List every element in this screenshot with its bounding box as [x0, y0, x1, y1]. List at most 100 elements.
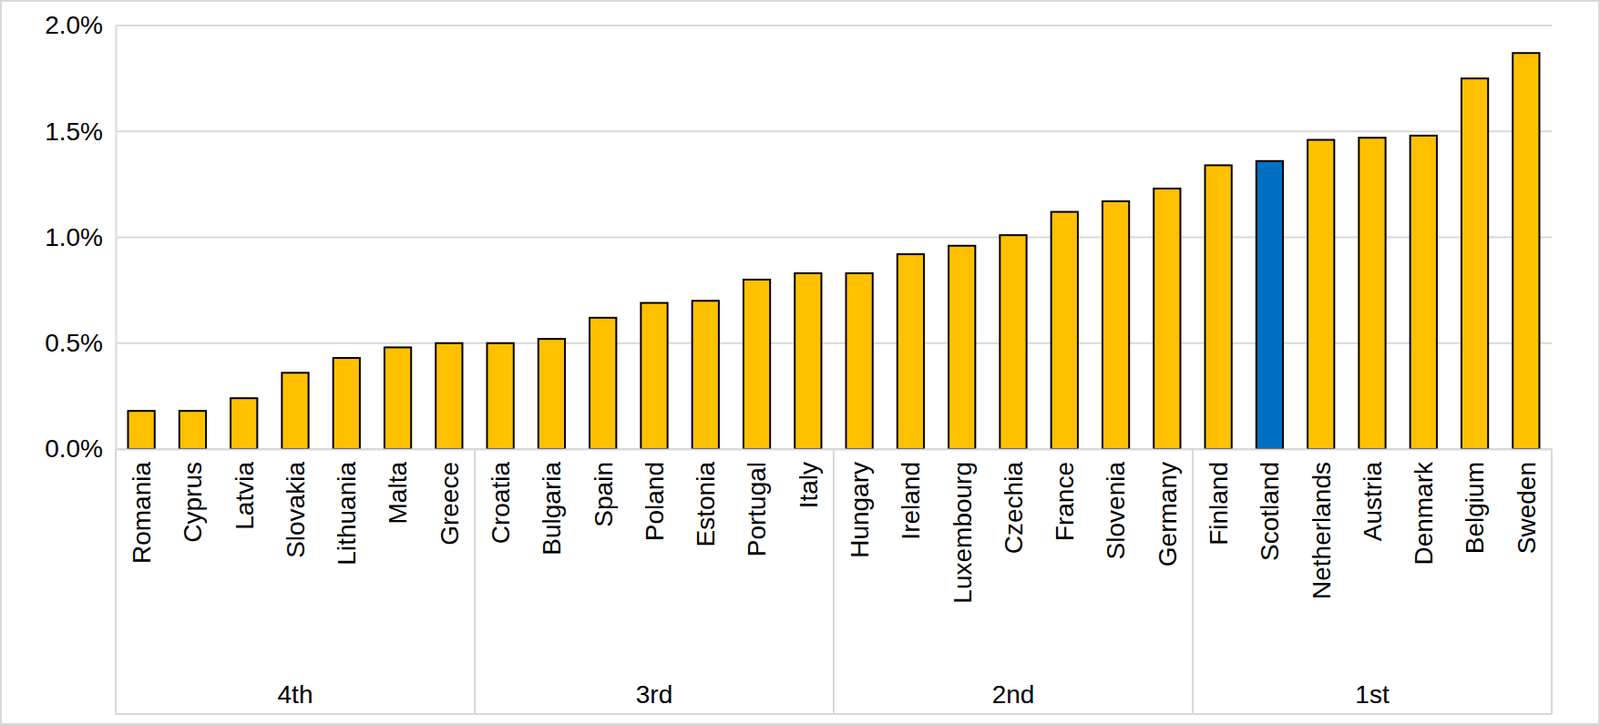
x-tick: Germany: [1153, 461, 1182, 567]
bar: [128, 410, 155, 450]
x-tick-label: Scotland: [1255, 461, 1284, 562]
x-tick: Slovakia: [281, 461, 310, 559]
grid: [115, 25, 1552, 450]
x-tick-label: Czechia: [999, 461, 1028, 555]
x-tick: Lithuania: [332, 461, 361, 566]
bar: [1205, 164, 1232, 450]
x-tick-label: Croatia: [486, 461, 515, 545]
chart-border: [0, 0, 1600, 725]
x-tick-label: Hungary: [845, 461, 874, 559]
y-tick-label: 1.5%: [44, 117, 103, 146]
x-tick: Netherlands: [1307, 461, 1336, 600]
bar: [1051, 212, 1078, 450]
y-tick: 0.5%: [44, 328, 116, 358]
x-tick: Portugal: [742, 461, 771, 557]
x-tick: Poland: [640, 461, 669, 542]
y-tick: 1.5%: [44, 117, 116, 146]
x-tick: Luxembourg: [948, 461, 977, 605]
grid-line: [115, 236, 1552, 239]
x-tick: Austria: [1358, 461, 1387, 543]
y-tick: 1.0%: [44, 223, 116, 252]
bars: [128, 52, 1540, 450]
x-tick: Greece: [435, 461, 464, 546]
x-tick: Italy: [794, 461, 823, 509]
y-axis-line: [115, 26, 118, 451]
x-tick-label: Austria: [1358, 461, 1387, 543]
x-tick: Romania: [127, 461, 156, 565]
x-tick: Slovenia: [1101, 461, 1130, 561]
x-tick: Finland: [1204, 461, 1233, 546]
group-separator: [1550, 449, 1553, 715]
x-tick-label: Lithuania: [332, 461, 361, 566]
y-tick-label: 0.5%: [44, 328, 103, 358]
x-tick-label: Malta: [383, 461, 412, 525]
x-tick-label: Portugal: [742, 461, 771, 557]
bar: [743, 279, 770, 450]
y-tick-label: 0.0%: [44, 434, 103, 463]
grid-line: [115, 24, 1552, 27]
bar: [384, 347, 411, 450]
x-tick: Cyprus: [178, 461, 207, 544]
bar: [179, 410, 206, 450]
category-groups: 4th3rd2nd1st: [115, 449, 1552, 715]
y-tick-label: 2.0%: [44, 10, 103, 40]
bar: [794, 273, 821, 450]
bar: [1102, 201, 1129, 450]
group-label: 3rd: [635, 680, 673, 709]
x-tick: Latvia: [230, 461, 259, 531]
bar: [640, 303, 667, 450]
group-separator: [1191, 449, 1194, 715]
x-tick-label: Germany: [1153, 461, 1182, 567]
bar: [333, 358, 360, 450]
x-tick: Denmark: [1409, 461, 1438, 566]
bar: [1256, 161, 1283, 450]
x-tick-label: Latvia: [230, 461, 259, 531]
bar: [487, 343, 514, 450]
x-tick-label: Belgium: [1460, 461, 1489, 554]
x-tick-label: Bulgaria: [537, 461, 566, 556]
x-tick-label: Romania: [127, 461, 156, 565]
x-tick: Belgium: [1460, 461, 1489, 554]
x-tick-label: Finland: [1204, 461, 1233, 546]
y-axis: 0.0% 0.5% 1.0% 1.5% 2.0%: [44, 10, 116, 463]
x-tick: Bulgaria: [537, 461, 566, 556]
x-tick-label: Italy: [794, 461, 823, 509]
y-tick: 0.0%: [44, 434, 116, 463]
x-tick-label: Luxembourg: [948, 461, 977, 605]
bar: [846, 273, 873, 450]
y-tick-label: 1.0%: [44, 223, 103, 252]
x-tick-label: Cyprus: [178, 461, 207, 544]
x-tick-label: Sweden: [1512, 461, 1541, 554]
bar: [692, 300, 719, 450]
group-separator: [114, 449, 117, 715]
x-tick: Spain: [589, 461, 618, 528]
x-tick-label: Netherlands: [1307, 461, 1336, 600]
x-tick-label: Poland: [640, 461, 669, 542]
x-tick: Sweden: [1512, 461, 1541, 554]
y-tick: 2.0%: [44, 10, 116, 40]
x-tick-label: Denmark: [1409, 461, 1438, 566]
chart: 0.0% 0.5% 1.0% 1.5% 2.0% Romania Cyprus Latvia S…: [0, 0, 1600, 725]
bar: [1512, 52, 1539, 450]
bar: [1358, 137, 1385, 450]
x-tick-label: Slovakia: [281, 461, 310, 559]
group-separator: [473, 449, 476, 715]
bar: [1410, 135, 1437, 450]
bar: [897, 254, 924, 450]
bar: [538, 338, 565, 450]
x-tick-label: Slovenia: [1101, 461, 1130, 561]
x-tick: France: [1050, 461, 1079, 542]
bar: [589, 317, 616, 450]
x-tick: Hungary: [845, 461, 874, 559]
x-tick-label: France: [1050, 461, 1079, 542]
bar: [230, 398, 257, 450]
bar: [999, 235, 1026, 450]
x-tick: Estonia: [691, 461, 720, 548]
grid-line: [115, 342, 1552, 345]
bar: [281, 372, 308, 450]
bar: [1461, 78, 1488, 450]
bar: [948, 246, 975, 450]
grid-line: [115, 130, 1552, 133]
bar: [1307, 140, 1334, 450]
group-label: 1st: [1354, 680, 1390, 709]
